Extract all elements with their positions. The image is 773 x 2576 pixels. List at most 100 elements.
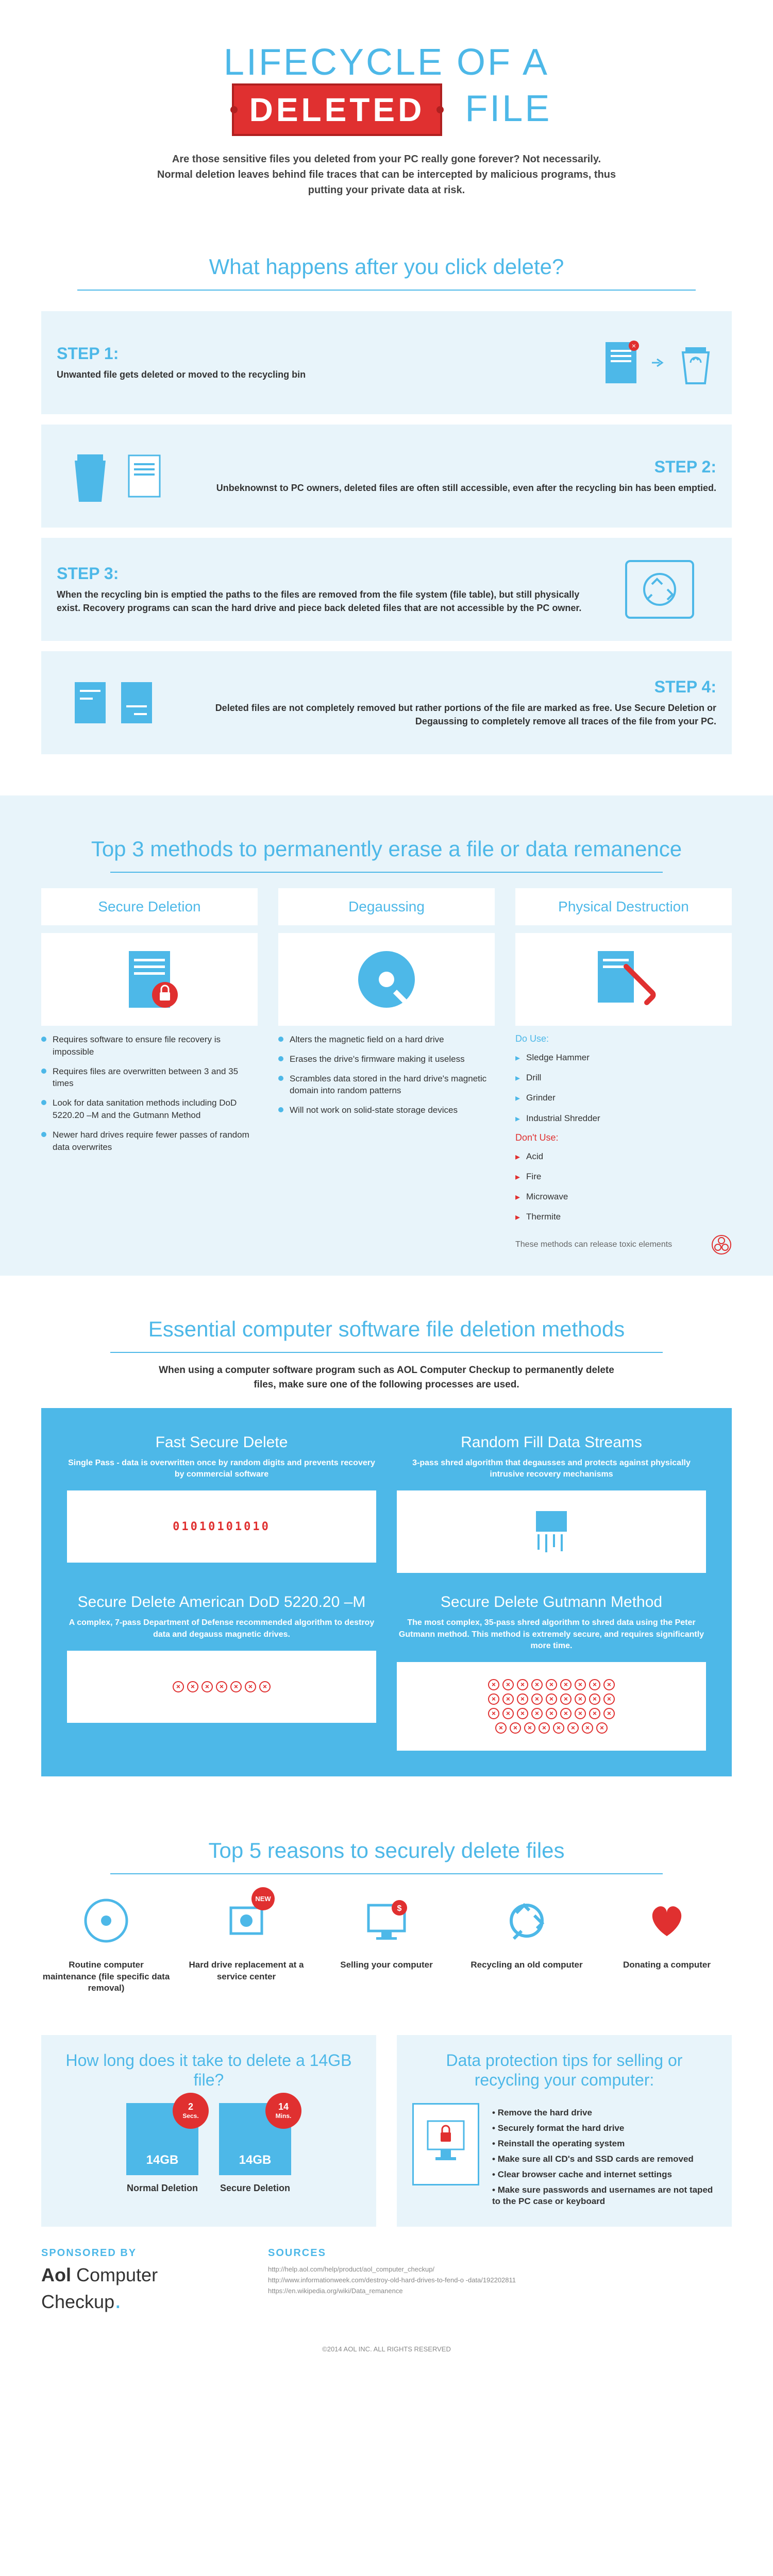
method-item: Requires software to ensure file recover… [41, 1033, 258, 1058]
reasons-grid: Routine computer maintenance (file speci… [41, 1890, 732, 1993]
reason-item: $Selling your computer [322, 1890, 451, 1993]
delete-time-box: 14GB14Mins.Secure Deletion [219, 2103, 291, 2194]
bottom-grid: How long does it take to delete a 14GB f… [0, 2035, 773, 2227]
copyright: ©2014 AOL INC. ALL RIGHTS RESERVED [0, 2335, 773, 2363]
dont-item: ▸Acid [515, 1150, 732, 1163]
step-desc: Unwanted file gets deleted or moved to t… [57, 368, 582, 381]
tips-list: Remove the hard drive Securely format the… [492, 2103, 716, 2212]
dont-label: Don't Use: [515, 1132, 732, 1143]
do-list: ▸Sledge Hammer ▸Drill ▸Grinder ▸Industrial … [515, 1052, 732, 1125]
source-url: https://en.wikipedia.org/wiki/Data_reman… [268, 2286, 732, 2297]
lock-file-icon [41, 933, 258, 1026]
step-label: STEP 3: [57, 564, 582, 583]
method-item: Erases the drive's firmware making it us… [278, 1053, 495, 1065]
bin-file-icon [57, 440, 170, 512]
do-item: ▸Drill [515, 1072, 732, 1084]
step-1: STEP 1: Unwanted file gets deleted or mo… [41, 311, 732, 414]
method-item: Look for data sanitation methods includi… [41, 1097, 258, 1122]
tip-item: Securely format the hard drive [492, 2123, 716, 2134]
method-list: Requires software to ensure file recover… [41, 1033, 258, 1153]
tip-item: Make sure all CD's and SSD cards are rem… [492, 2154, 716, 2165]
dont-list: ▸Acid ▸Fire ▸Microwave ▸Thermite [515, 1150, 732, 1224]
svg-text:$: $ [397, 1904, 402, 1913]
step-label: STEP 1: [57, 344, 582, 363]
tips-col: Data protection tips for selling or recy… [397, 2035, 732, 2227]
dont-item: ▸Fire [515, 1171, 732, 1183]
svg-text:×: × [632, 342, 636, 350]
method-item: Requires files are overwritten between 3… [41, 1065, 258, 1090]
method-degaussing: Degaussing Alters the magnetic field on … [278, 888, 495, 1255]
section-what-happens-title: What happens after you click delete? [0, 255, 773, 279]
essential-intro: When using a computer software program s… [155, 1363, 618, 1393]
intro-text: Are those sensitive files you deleted fr… [155, 151, 618, 198]
steps-container: STEP 1: Unwanted file gets deleted or mo… [0, 291, 773, 775]
howlong-title: How long does it take to delete a 14GB f… [57, 2050, 361, 2090]
dont-item: ▸Microwave [515, 1191, 732, 1204]
step-desc: When the recycling bin is emptied the pa… [57, 588, 582, 614]
sources: SOURCES http://help.aol.com/help/product… [268, 2247, 732, 2296]
sponsor-label: SPONSORED BY [41, 2247, 237, 2259]
reasons-title: Top 5 reasons to securely delete files [41, 1838, 732, 1863]
reason-item: Routine computer maintenance (file speci… [41, 1890, 171, 1993]
deleted-badge: DELETED [232, 83, 443, 136]
tip-item: Clear browser cache and internet setting… [492, 2169, 716, 2180]
do-label: Do Use: [515, 1033, 732, 1044]
disk-icon [278, 933, 495, 1026]
step-desc: Unbeknownst to PC owners, deleted files … [191, 482, 716, 495]
divider [110, 1873, 663, 1874]
sponsor: SPONSORED BY Aol Computer Checkup. [41, 2247, 237, 2314]
file-to-bin-icon: × [603, 327, 716, 399]
reason-item: Donating a computer [602, 1890, 732, 1993]
methods-grid: Secure Deletion Requires software to ens… [41, 888, 732, 1255]
tip-item: Make sure passwords and usernames are no… [492, 2184, 716, 2207]
aol-logo: Aol Computer Checkup. [41, 2264, 237, 2314]
essential-title: Essential computer software file deletio… [41, 1317, 732, 1342]
essential-card: Secure Delete Gutmann MethodThe most com… [397, 1594, 706, 1751]
step-3: STEP 3: When the recycling bin is emptie… [41, 538, 732, 641]
methods-title: Top 3 methods to permanently erase a fil… [41, 837, 732, 861]
method-item: Newer hard drives require fewer passes o… [41, 1129, 258, 1154]
dont-item: ▸Thermite [515, 1211, 732, 1224]
aol-text: Aol [41, 2264, 71, 2285]
do-item: ▸Sledge Hammer [515, 1052, 732, 1064]
method-list: Alters the magnetic field on a hard driv… [278, 1033, 495, 1116]
header: LIFECYCLE OF A DELETED FILE Are those se… [0, 0, 773, 234]
essential-card: Fast Secure DeleteSingle Pass - data is … [67, 1434, 376, 1573]
drive-recycle-icon [603, 553, 716, 625]
essential-grid: Fast Secure DeleteSingle Pass - data is … [41, 1408, 732, 1777]
tip-item: Remove the hard drive [492, 2107, 716, 2119]
reasons-section: Top 5 reasons to securely delete files R… [0, 1797, 773, 2014]
toxic-text: These methods can release toxic elements [515, 1240, 672, 1249]
method-item: Will not work on solid-state storage dev… [278, 1104, 495, 1116]
title-pre: LIFECYCLE OF A [224, 42, 549, 83]
method-name: Physical Destruction [515, 888, 732, 925]
essential-card: Secure Delete American DoD 5220.20 –MA c… [67, 1594, 376, 1751]
step-label: STEP 4: [191, 677, 716, 697]
fragments-icon [57, 667, 170, 739]
method-secure-deletion: Secure Deletion Requires software to ens… [41, 888, 258, 1255]
step-4: STEP 4: Deleted files are not completely… [41, 651, 732, 754]
sources-label: SOURCES [268, 2247, 732, 2259]
source-url: http://www.informationweek.com/destroy-o… [268, 2275, 732, 2286]
tip-item: Reinstall the operating system [492, 2138, 716, 2149]
divider [110, 1352, 663, 1353]
do-item: ▸Grinder [515, 1092, 732, 1105]
monitor-lock-icon [412, 2103, 479, 2185]
do-item: ▸Industrial Shredder [515, 1112, 732, 1125]
crowbar-file-icon [515, 933, 732, 1026]
delete-time-box: 14GB2Secs.Normal Deletion [126, 2103, 198, 2194]
sources-list: http://help.aol.com/help/product/aol_com… [268, 2264, 732, 2296]
essential-section: Essential computer software file deletio… [0, 1276, 773, 1798]
methods-section: Top 3 methods to permanently erase a fil… [0, 795, 773, 1276]
delete-boxes: 14GB2Secs.Normal Deletion 14GB14Mins.Secu… [57, 2103, 361, 2194]
method-item: Alters the magnetic field on a hard driv… [278, 1033, 495, 1046]
method-physical: Physical Destruction Do Use: ▸Sledge Ham… [515, 888, 732, 1255]
biohazard-icon [711, 1234, 732, 1255]
source-url: http://help.aol.com/help/product/aol_com… [268, 2264, 732, 2275]
main-title: LIFECYCLE OF A DELETED FILE [21, 41, 752, 136]
essential-card: Random Fill Data Streams3-pass shred alg… [397, 1434, 706, 1573]
step-2: STEP 2: Unbeknownst to PC owners, delete… [41, 425, 732, 528]
infographic-container: LIFECYCLE OF A DELETED FILE Are those se… [0, 0, 773, 2363]
footer: SPONSORED BY Aol Computer Checkup. SOURC… [0, 2227, 773, 2335]
method-name: Secure Deletion [41, 888, 258, 925]
